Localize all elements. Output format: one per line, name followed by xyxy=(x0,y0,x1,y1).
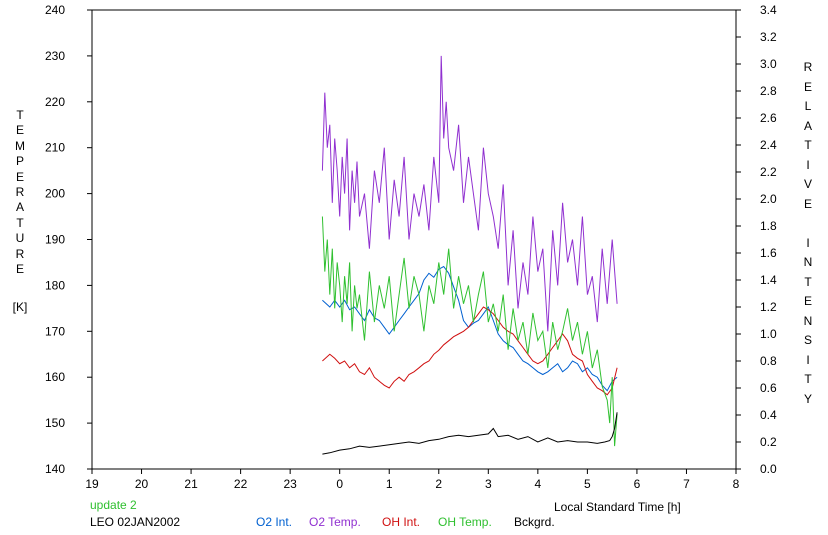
y-left-tick-label: 200 xyxy=(45,187,65,201)
legend-item-oh-int: OH Int. xyxy=(382,515,421,529)
y-right-tick-label: 0.8 xyxy=(760,354,777,368)
series-line-oh-temp xyxy=(321,216,618,447)
x-tick-label: 3 xyxy=(485,477,492,491)
y-right-tick-label: 2.4 xyxy=(760,138,777,152)
x-tick-label: 8 xyxy=(733,477,740,491)
legend-item-bckgrd: Bckgrd. xyxy=(514,515,555,529)
y-right-tick-label: 2.8 xyxy=(760,84,777,98)
x-tick-label: 19 xyxy=(85,477,99,491)
y-left-tick-label: 230 xyxy=(45,49,65,63)
x-tick-label: 1 xyxy=(386,477,393,491)
y-left-tick-label: 190 xyxy=(45,233,65,247)
y-right-tick-label: 0.2 xyxy=(760,435,777,449)
y-right-tick-label: 1.4 xyxy=(760,273,777,287)
y-right-tick-label: 3.4 xyxy=(760,3,777,17)
y-right-tick-label: 1.6 xyxy=(760,246,777,260)
x-tick-label: 22 xyxy=(234,477,248,491)
y-right-tick-label: 0.4 xyxy=(760,408,777,422)
y-right-tick-label: 1.8 xyxy=(760,219,777,233)
axis-ticks: 19 20 21 22 23 0 1 2 3 4 5 6 7 8140150160170180190200… xyxy=(45,3,777,491)
y-left-tick-label: 140 xyxy=(45,462,65,476)
legend-item-oh-temp: OH Temp. xyxy=(438,515,492,529)
y-left-tick-label: 210 xyxy=(45,141,65,155)
y-right-tick-label: 2.0 xyxy=(760,192,777,206)
y-right-tick-label: 0.6 xyxy=(760,381,777,395)
y-right-tick-label: 0.0 xyxy=(760,462,777,476)
y-right-tick-label: 1.2 xyxy=(760,300,777,314)
x-tick-label: 0 xyxy=(336,477,343,491)
station-date-label: LEO 02JAN2002 xyxy=(90,515,181,529)
x-tick-label: 2 xyxy=(435,477,442,491)
x-tick-label: 7 xyxy=(683,477,690,491)
y-left-tick-label: 180 xyxy=(45,278,65,292)
series-line-o2-temp xyxy=(321,55,618,332)
y-left-tick-label: 220 xyxy=(45,95,65,109)
plot-frame xyxy=(91,9,737,470)
legend-item-o2-int: O2 Int. xyxy=(256,515,293,529)
y-right-tick-label: 3.2 xyxy=(760,30,777,44)
y-left-tick-label: 240 xyxy=(45,3,65,17)
series-line-oh-int xyxy=(322,306,618,396)
x-tick-label: 5 xyxy=(584,477,591,491)
y-right-tick-label: 3.0 xyxy=(760,57,777,71)
series-group xyxy=(321,55,618,455)
x-tick-label: 23 xyxy=(283,477,297,491)
y-right-tick-label: 2.6 xyxy=(760,111,777,125)
legend-item-o2-temp: O2 Temp. xyxy=(309,515,361,529)
update-label: update 2 xyxy=(90,498,137,512)
x-tick-label: 6 xyxy=(634,477,641,491)
x-axis-label: Local Standard Time [h] xyxy=(554,500,681,514)
y-right-tick-label: 2.2 xyxy=(760,165,777,179)
y-left-tick-label: 170 xyxy=(45,324,65,338)
y-left-tick-label: 150 xyxy=(45,416,65,430)
y-right-tick-label: 1.0 xyxy=(760,327,777,341)
y-left-tick-label: 160 xyxy=(45,370,65,384)
x-tick-label: 20 xyxy=(135,477,149,491)
series-line-bckgrd xyxy=(322,412,618,455)
x-tick-label: 21 xyxy=(184,477,198,491)
x-tick-label: 4 xyxy=(535,477,542,491)
y-left-axis-unit: [K] xyxy=(12,300,28,314)
